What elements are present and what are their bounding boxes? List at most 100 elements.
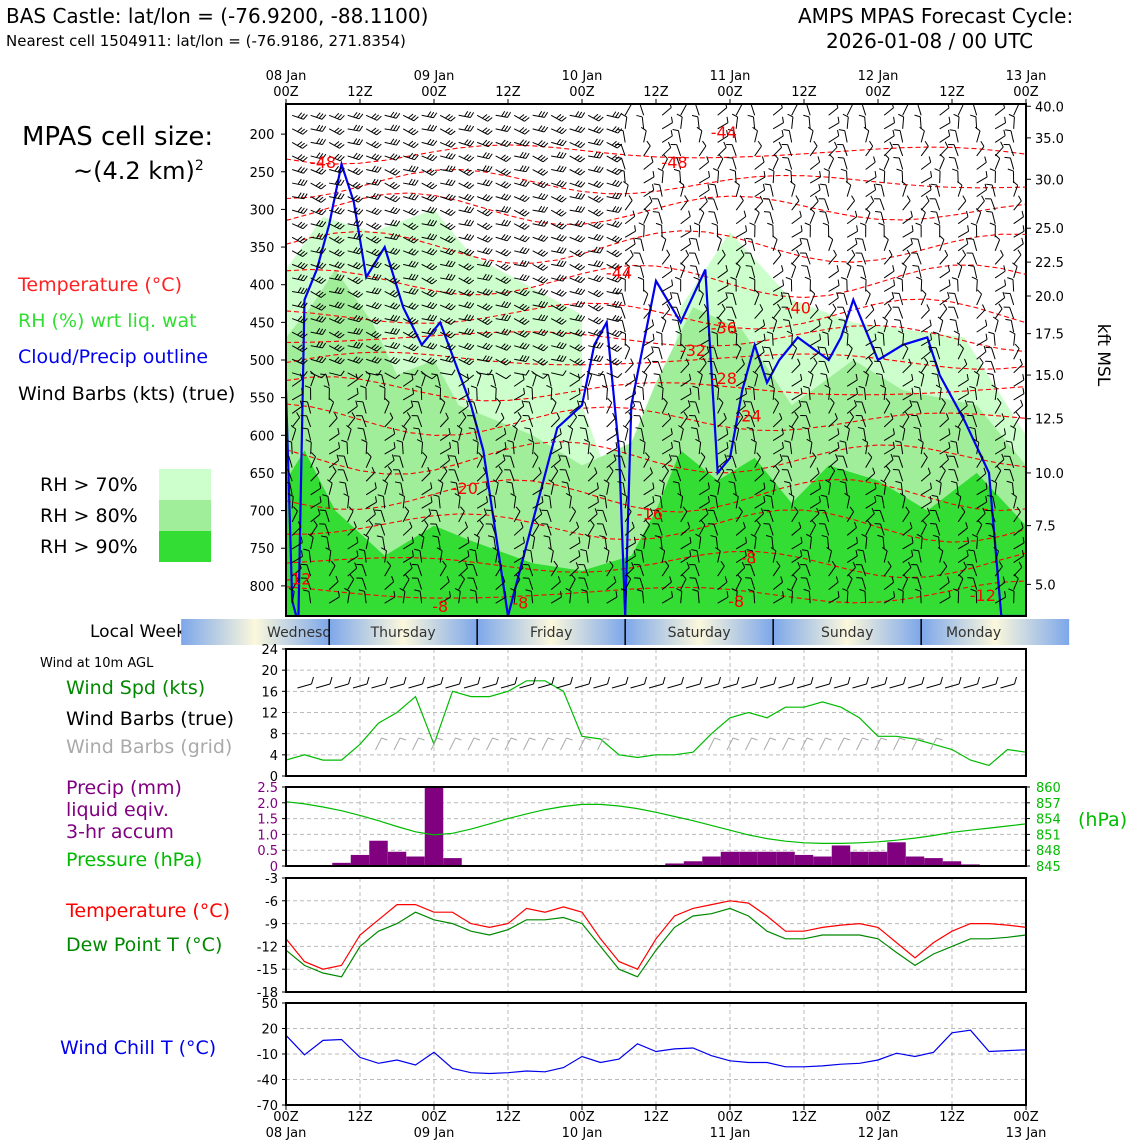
wind-barb-feather	[593, 233, 598, 240]
wind-barb-feather	[300, 207, 305, 213]
wind-barb-feather	[524, 291, 530, 297]
wind-barb-feather	[556, 317, 562, 322]
wind-barb	[522, 564, 534, 577]
wind-barb-feather	[484, 223, 490, 229]
wind-barb-feather	[445, 113, 451, 119]
wind-barb-staff	[735, 104, 743, 116]
wind-barb-staff	[976, 146, 985, 157]
wind-barb	[458, 506, 465, 523]
wind-barb	[939, 249, 949, 265]
wind-barb-staff	[532, 487, 544, 496]
wind-barb	[844, 425, 850, 441]
wind-barb	[458, 276, 475, 285]
wind-barb	[366, 287, 382, 295]
wind-barb	[322, 494, 330, 509]
wind-barb	[754, 319, 766, 333]
wind-barb-staff	[624, 266, 631, 279]
wind-barb-feather	[339, 333, 345, 339]
wind-barb-feather	[487, 211, 493, 217]
wind-barb-feather	[973, 370, 980, 376]
wind-barb-staff	[791, 363, 801, 374]
wind-barb-feather	[596, 330, 601, 336]
wind-barb-feather	[429, 169, 435, 175]
wind-barb-feather	[466, 155, 472, 161]
wind-barb	[865, 357, 873, 374]
wind-barb	[772, 153, 779, 170]
wind-barb	[522, 577, 534, 590]
wind-barb	[532, 496, 544, 509]
wind-barb-staff	[883, 171, 886, 184]
wind-barb-feather	[473, 533, 480, 538]
wind-barb-feather	[913, 385, 920, 389]
wind-barb-feather	[317, 508, 321, 515]
wind-barb-feather	[371, 127, 377, 133]
wind-barb	[680, 104, 687, 116]
wind-barb-staff	[329, 372, 341, 377]
wind-barb-feather	[971, 533, 978, 538]
wind-barb-staff	[994, 146, 1004, 157]
wind-barb	[421, 301, 438, 310]
wind-barb-feather	[451, 166, 456, 172]
wind-barb	[569, 373, 581, 387]
wind-barb	[588, 354, 604, 362]
wind-barb-feather	[340, 275, 345, 281]
wind-barb	[329, 261, 345, 269]
wind-barb-staff	[643, 501, 655, 509]
wind-barb-feather	[408, 152, 414, 159]
wind-barb	[807, 126, 814, 143]
wind-barb	[765, 535, 774, 550]
wind-barb-feather	[521, 223, 527, 229]
wind-barb-feather	[822, 222, 829, 226]
wind-barb-feather	[445, 152, 450, 158]
wind-barb	[365, 127, 382, 136]
wind-barb	[691, 549, 700, 563]
wind-barb-staff	[957, 578, 964, 590]
wind-barb	[606, 220, 623, 228]
wind-barb	[791, 399, 802, 414]
wind-barb-feather	[300, 274, 305, 281]
wind-barb	[914, 588, 922, 604]
wind-barb	[837, 156, 848, 170]
wind-barb-feather	[340, 193, 345, 200]
wind-barb-staff	[384, 372, 396, 380]
wind-barb-feather	[524, 117, 530, 122]
wind-barb	[674, 276, 682, 292]
wind-barb-feather	[577, 359, 583, 365]
wind-barb-feather	[321, 305, 327, 311]
wind-barb	[735, 195, 744, 211]
wind-barb-feather	[315, 303, 321, 308]
wind-barb	[365, 370, 371, 387]
wind-barb-feather	[504, 301, 509, 308]
wind-barb-staff	[883, 566, 892, 577]
model-title: AMPS MPAS Forecast Cycle:	[798, 4, 1074, 28]
wind-barb-feather	[994, 153, 1001, 159]
wind-barb-staff	[768, 523, 774, 536]
wind-barb-staff	[957, 379, 969, 387]
wind-barb-staff	[624, 216, 635, 225]
wind-barb-feather	[448, 194, 453, 200]
wind-barb-staff	[957, 496, 962, 509]
wind-barb-staff	[606, 372, 618, 379]
wind-barb-feather	[467, 219, 472, 226]
wind-barb-feather	[857, 549, 864, 552]
wind-barb-feather	[611, 344, 617, 349]
wind-barb	[526, 385, 534, 400]
wind-barb	[476, 467, 487, 482]
wind-barb	[606, 372, 623, 379]
wind-barb-staff	[421, 345, 434, 350]
wind-barb-staff	[402, 405, 414, 414]
wind-barb-feather	[420, 370, 426, 376]
wind-barb-feather	[593, 289, 599, 295]
legend-rh70-label: RH > 70%	[40, 474, 138, 496]
wind-barb-staff	[550, 470, 559, 482]
wind-barb-staff	[809, 351, 820, 360]
wind-barb	[513, 330, 530, 338]
wind-barb-feather	[445, 127, 451, 133]
wind-barb-staff	[713, 347, 719, 360]
wind-barb-staff	[973, 550, 978, 563]
wind-barb-feather	[334, 316, 340, 322]
wind-barb-feather	[524, 129, 530, 135]
wind-barb-feather	[433, 220, 438, 227]
wind-barb-feather	[431, 265, 438, 271]
wind-barb-feather	[299, 345, 305, 351]
